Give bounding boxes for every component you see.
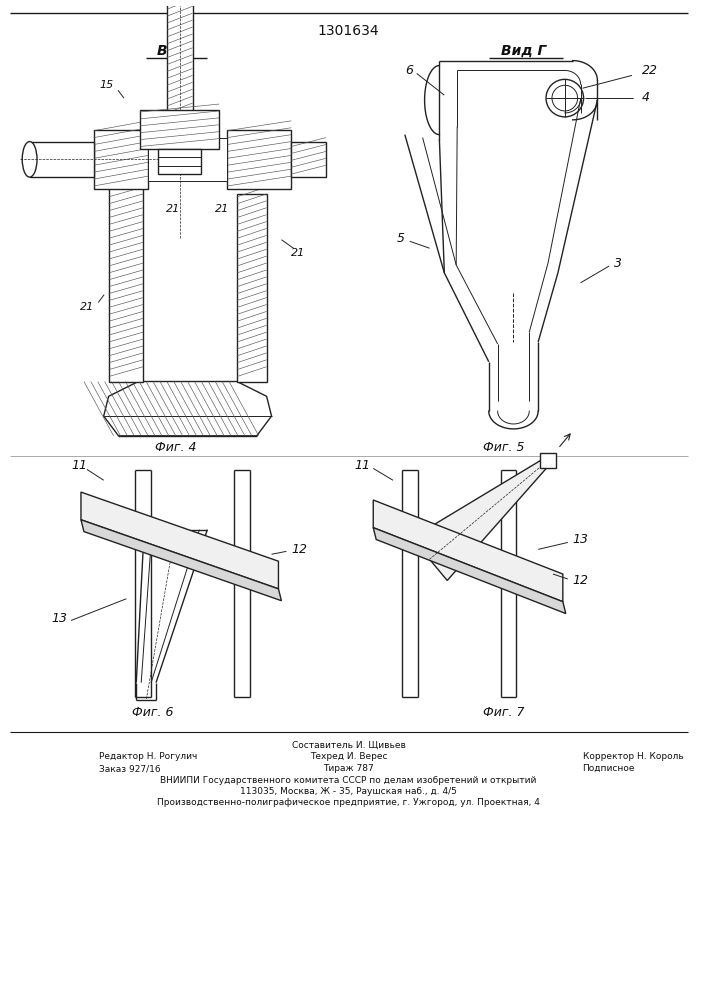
Text: 113035, Москва, Ж - 35, Раушская наб., д. 4/5: 113035, Москва, Ж - 35, Раушская наб., д… (240, 787, 457, 796)
Text: 13: 13 (573, 533, 589, 546)
Text: 5: 5 (397, 232, 405, 245)
Text: 21: 21 (291, 248, 305, 258)
Bar (148, 138, 227, 181)
Text: Редактор Н. Рогулич: Редактор Н. Рогулич (99, 752, 197, 761)
Bar (30, 142, 94, 177)
Bar (167, 0, 192, 130)
Polygon shape (412, 457, 551, 580)
Text: Тираж 787: Тираж 787 (323, 764, 374, 773)
Text: 15: 15 (99, 80, 114, 90)
Text: Фиг. 4: Фиг. 4 (155, 441, 197, 454)
Text: Заказ 927/16: Заказ 927/16 (99, 764, 160, 773)
Text: 21: 21 (215, 204, 229, 214)
Text: 12: 12 (291, 543, 308, 556)
Text: 13: 13 (51, 612, 67, 625)
Text: 1301634: 1301634 (317, 24, 380, 38)
Text: Вид Г: Вид Г (501, 44, 546, 58)
Text: Фиг. 6: Фиг. 6 (132, 706, 174, 719)
Text: 6: 6 (404, 64, 413, 77)
Text: Фиг. 7: Фиг. 7 (483, 706, 525, 719)
Text: В - В: В - В (158, 44, 194, 58)
Bar (540, 453, 556, 468)
Text: 22: 22 (642, 64, 658, 77)
Text: Корректор Н. Король: Корректор Н. Король (583, 752, 684, 761)
Polygon shape (81, 520, 281, 601)
Text: 21: 21 (80, 302, 94, 312)
Bar (158, 149, 201, 174)
Bar (140, 110, 219, 149)
Text: 3: 3 (614, 257, 622, 270)
Text: 21: 21 (165, 204, 180, 214)
Polygon shape (373, 528, 566, 614)
Text: Производственно-полиграфическое предприятие, г. Ужгород, ул. Проектная, 4: Производственно-полиграфическое предприя… (157, 798, 540, 807)
Bar (237, 194, 267, 382)
Bar (227, 130, 291, 189)
Text: Составитель И. Щивьев: Составитель И. Щивьев (291, 740, 406, 749)
Text: ВНИИПИ Государственного комитета СССР по делам изобретений и открытий: ВНИИПИ Государственного комитета СССР по… (160, 776, 537, 785)
Text: Фиг. 5: Фиг. 5 (483, 441, 525, 454)
Polygon shape (104, 382, 271, 436)
Text: Техред И. Верес: Техред И. Верес (310, 752, 387, 761)
Polygon shape (373, 500, 563, 602)
Polygon shape (81, 492, 279, 589)
Text: 4: 4 (642, 91, 650, 104)
Text: 12: 12 (573, 574, 589, 587)
Bar (291, 142, 326, 177)
Text: Подписное: Подписное (583, 764, 635, 773)
Text: 11: 11 (71, 459, 87, 472)
Ellipse shape (22, 142, 37, 177)
Bar (94, 130, 148, 189)
Bar (109, 159, 144, 382)
Text: 11: 11 (354, 459, 370, 472)
